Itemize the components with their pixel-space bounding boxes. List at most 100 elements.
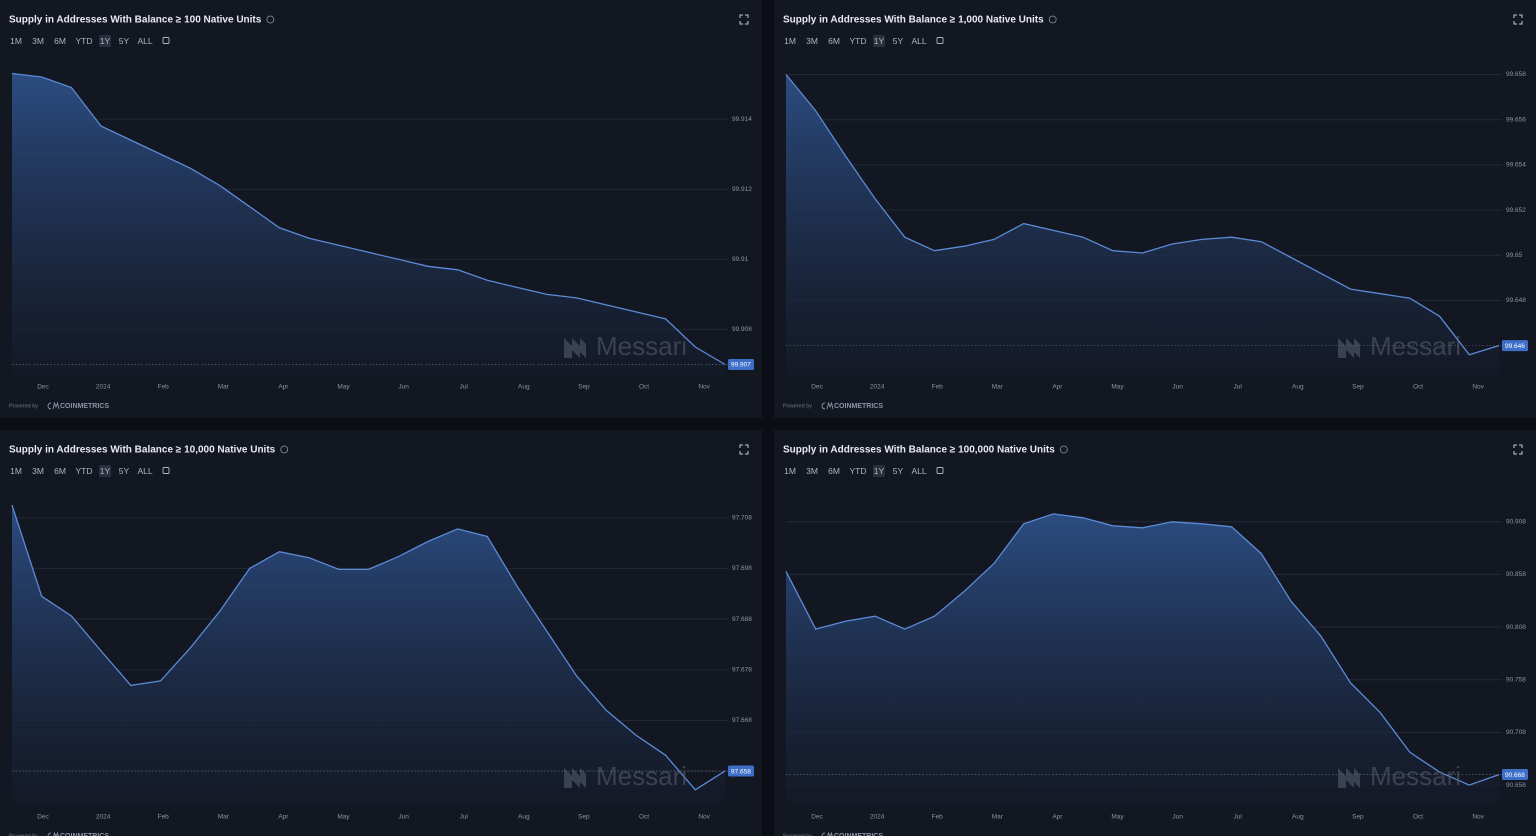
range-button[interactable]: 5Y — [119, 36, 130, 46]
x-tick-label: Feb — [158, 384, 170, 391]
x-tick-label: Dec — [37, 814, 49, 821]
x-tick-label: Nov — [698, 384, 710, 391]
range-button[interactable]: 1M — [784, 466, 796, 476]
calendar-icon[interactable] — [936, 467, 944, 474]
range-button[interactable]: 1Y — [100, 466, 111, 476]
x-tick-label: Nov — [1472, 384, 1484, 391]
range-button[interactable]: ALL — [137, 466, 152, 476]
y-tick-label: 90.708 — [1506, 729, 1526, 736]
range-button[interactable]: 3M — [32, 466, 44, 476]
x-tick-label: Jun — [1172, 814, 1183, 821]
range-button[interactable]: YTD — [850, 36, 867, 46]
range-button[interactable]: ALL — [911, 466, 926, 476]
provider-name: COINMETRICS — [60, 833, 109, 836]
x-tick-label: Oct — [1413, 814, 1423, 821]
range-button[interactable]: ALL — [911, 36, 926, 46]
powered-by: Powered by — [9, 833, 38, 836]
watermark: Messari — [1370, 761, 1461, 791]
range-button[interactable]: 6M — [54, 36, 66, 46]
last-value-label: 90.668 — [1505, 772, 1525, 779]
y-tick-label: 97.698 — [732, 565, 752, 572]
calendar-icon[interactable] — [162, 467, 170, 474]
area-fill — [12, 505, 725, 805]
powered-by: Powered by — [783, 403, 812, 409]
x-tick-label: Sep — [578, 384, 590, 391]
watermark-logo — [1338, 338, 1360, 358]
area-fill — [786, 513, 1499, 805]
x-tick-label: Nov — [1472, 814, 1484, 821]
chart-title: Supply in Addresses With Balance ≥ 100 N… — [9, 15, 262, 26]
range-button[interactable]: 5Y — [893, 36, 904, 46]
x-tick-label: 2024 — [96, 384, 111, 391]
x-tick-label: Sep — [1352, 384, 1364, 391]
x-tick-label: Aug — [518, 384, 530, 391]
y-tick-label: 97.708 — [732, 514, 752, 521]
range-button[interactable]: YTD — [76, 36, 93, 46]
x-tick-label: Oct — [1413, 384, 1423, 391]
info-icon[interactable] — [1059, 445, 1068, 454]
range-button[interactable]: 6M — [828, 466, 840, 476]
y-tick-label: 97.678 — [732, 666, 752, 673]
x-tick-label: Oct — [639, 384, 649, 391]
x-tick-label: 2024 — [870, 384, 885, 391]
calendar-icon[interactable] — [162, 37, 170, 44]
chart-title: Supply in Addresses With Balance ≥ 100,0… — [783, 445, 1055, 456]
x-tick-label: Aug — [1292, 384, 1304, 391]
x-tick-label: Aug — [1292, 814, 1304, 821]
range-button[interactable]: 3M — [32, 36, 44, 46]
x-tick-label: 2024 — [870, 814, 885, 821]
x-tick-label: Jun — [398, 814, 409, 821]
line — [785, 74, 1500, 356]
range-button[interactable]: 1M — [10, 466, 22, 476]
range-button[interactable]: 3M — [806, 466, 818, 476]
range-button[interactable]: YTD — [850, 466, 867, 476]
range-button[interactable]: YTD — [76, 466, 93, 476]
expand-icon[interactable] — [1513, 14, 1523, 25]
range-button-active — [873, 35, 885, 47]
range-button[interactable]: 1Y — [874, 36, 885, 46]
x-tick-label: May — [337, 814, 350, 821]
range-button[interactable]: ALL — [137, 36, 152, 46]
expand-icon[interactable] — [739, 444, 749, 455]
watermark-logo — [564, 338, 586, 358]
info-icon[interactable] — [266, 15, 275, 24]
y-tick-label: 99.654 — [1506, 162, 1526, 169]
x-tick-label: Mar — [218, 814, 230, 821]
range-button[interactable]: 1M — [784, 36, 796, 46]
expand-icon[interactable] — [1513, 444, 1523, 455]
x-tick-label: Jun — [1172, 384, 1183, 391]
range-button[interactable]: 1M — [10, 36, 22, 46]
range-button[interactable]: 6M — [54, 466, 66, 476]
last-value-label: 99.907 — [731, 362, 751, 369]
x-tick-label: Apr — [1052, 384, 1063, 391]
range-button[interactable]: 3M — [806, 36, 818, 46]
x-tick-label: Apr — [1052, 814, 1063, 821]
provider-mark — [821, 831, 833, 836]
chart-panel: Supply in Addresses With Balance ≥ 100 N… — [0, 0, 762, 418]
line — [11, 72, 726, 366]
info-icon[interactable] — [280, 445, 289, 454]
x-tick-label: Apr — [278, 814, 289, 821]
range-button[interactable]: 5Y — [893, 466, 904, 476]
provider-mark — [821, 401, 834, 410]
x-tick-label: Jul — [1234, 384, 1243, 391]
area-fill — [12, 73, 725, 375]
provider-mark — [47, 401, 60, 410]
range-button[interactable]: 1Y — [874, 466, 885, 476]
range-button[interactable]: 6M — [828, 36, 840, 46]
range-button-active — [99, 35, 111, 47]
y-tick-label: 99.656 — [1506, 116, 1526, 123]
watermark-logo — [1338, 768, 1360, 788]
range-button[interactable]: 1Y — [100, 36, 111, 46]
chart-title: Supply in Addresses With Balance ≥ 1,000… — [783, 15, 1044, 26]
last-value-label: 99.646 — [1505, 343, 1525, 350]
info-icon[interactable] — [1048, 15, 1057, 24]
calendar-icon[interactable] — [936, 37, 944, 44]
y-tick-label: 97.688 — [732, 616, 752, 623]
range-button[interactable]: 5Y — [119, 466, 130, 476]
last-value-badge — [728, 765, 754, 777]
provider-mark — [47, 831, 59, 836]
expand-icon[interactable] — [739, 14, 749, 25]
x-tick-label: Feb — [158, 814, 170, 821]
chart-title: Supply in Addresses With Balance ≥ 10,00… — [9, 445, 276, 456]
